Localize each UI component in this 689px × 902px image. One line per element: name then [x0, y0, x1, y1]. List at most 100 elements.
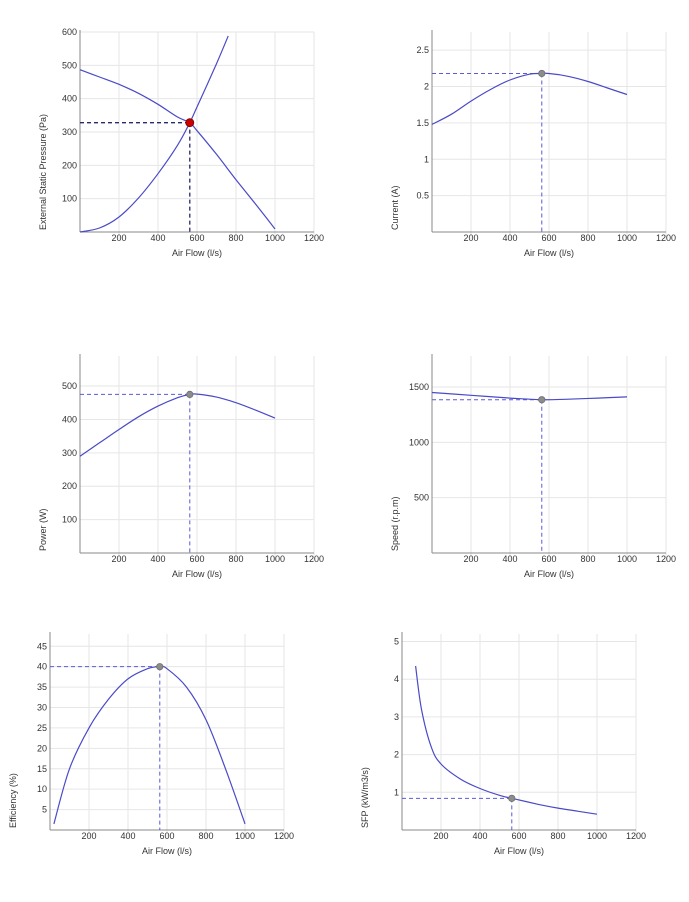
x-tick-label: 1000: [265, 233, 285, 243]
y-tick-label: 30: [37, 703, 47, 713]
pressure-curve-2: [79, 35, 229, 233]
speed-grid: [432, 356, 667, 561]
y-axis-label: External Static Pressure (Pa): [38, 114, 48, 230]
y-tick-label: 200: [62, 481, 77, 491]
y-tick-label: 400: [62, 414, 77, 424]
y-tick-label: 1.5: [416, 118, 429, 128]
y-tick-label: 500: [62, 381, 77, 391]
operating-point: [185, 118, 195, 128]
x-tick-label: 1200: [304, 554, 324, 564]
y-tick-label: 2: [424, 82, 429, 92]
y-tick-label: 300: [62, 127, 77, 137]
x-axis-label: Air Flow (l/s): [494, 846, 544, 856]
x-tick-label: 200: [111, 233, 126, 243]
power-curve-1: [79, 393, 276, 457]
y-tick-label: 1000: [409, 437, 429, 447]
x-tick-label: 600: [541, 554, 556, 564]
x-tick-label: 400: [150, 554, 165, 564]
x-tick-label: 1200: [656, 554, 676, 564]
y-tick-label: 400: [62, 94, 77, 104]
y-tick-label: 0.5: [416, 191, 429, 201]
x-axis-label: Air Flow (l/s): [524, 569, 574, 579]
y-tick-label: 1500: [409, 382, 429, 392]
speed-chart: 200 400 600 800 1000 1200 500 1000 1500 Air Flow …: [390, 354, 676, 579]
pressure-grid: [80, 31, 315, 240]
speed-curve-1: [431, 391, 628, 401]
current-chart: 200 400 600 800 1000 1200 0.5 1 1.5 2 2.5 Air Flow …: [390, 30, 676, 258]
x-tick-label: 600: [511, 831, 526, 841]
y-tick-label: 10: [37, 784, 47, 794]
x-tick-label: 600: [189, 554, 204, 564]
y-tick-label: 20: [37, 743, 47, 753]
x-tick-label: 200: [463, 554, 478, 564]
x-tick-label: 400: [120, 831, 135, 841]
y-axis-label: Power (W): [38, 508, 48, 551]
y-tick-label: 600: [62, 27, 77, 37]
y-tick-label: 300: [62, 448, 77, 458]
y-tick-label: 200: [62, 160, 77, 170]
x-tick-label: 600: [159, 831, 174, 841]
operating-point: [186, 390, 194, 398]
operating-point: [156, 663, 164, 671]
x-tick-label: 400: [150, 233, 165, 243]
y-tick-label: 5: [394, 637, 399, 647]
pressure-chart: 200 400 600 800 1000 1200 100 200 300 400 500 600 Ai…: [38, 27, 324, 258]
x-tick-label: 600: [189, 233, 204, 243]
power-grid: [80, 356, 315, 561]
y-tick-label: 25: [37, 723, 47, 733]
y-tick-label: 1: [424, 154, 429, 164]
x-tick-label: 800: [228, 233, 243, 243]
y-tick-label: 40: [37, 662, 47, 672]
sfp-grid: [402, 634, 637, 838]
x-tick-label: 1000: [587, 831, 607, 841]
y-axis-label: SFP (kW/m3/s): [360, 767, 370, 828]
y-tick-label: 100: [62, 194, 77, 204]
x-tick-label: 800: [228, 554, 243, 564]
x-tick-label: 200: [111, 554, 126, 564]
power-chart: 200 400 600 800 1000 1200 100 200 300 400 500 Air F…: [38, 354, 324, 579]
x-tick-label: 800: [580, 554, 595, 564]
sfp-chart: 200 400 600 800 1000 1200 1 2 3 4 5 Air Flow (l/s) S…: [360, 632, 646, 856]
y-tick-label: 2: [394, 750, 399, 760]
x-axis-label: Air Flow (l/s): [172, 248, 222, 258]
x-tick-label: 400: [472, 831, 487, 841]
operating-point: [538, 69, 546, 78]
x-tick-label: 1000: [617, 554, 637, 564]
y-tick-label: 2.5: [416, 45, 429, 55]
x-tick-label: 200: [81, 831, 96, 841]
y-tick-label: 1: [394, 787, 399, 797]
x-axis-label: Air Flow (l/s): [172, 569, 222, 579]
y-axis-label: Current (A): [390, 185, 400, 230]
x-tick-label: 1200: [656, 233, 676, 243]
x-tick-label: 1000: [235, 831, 255, 841]
x-tick-label: 400: [502, 554, 517, 564]
y-tick-label: 100: [62, 515, 77, 525]
y-tick-label: 500: [62, 60, 77, 70]
x-axis-label: Air Flow (l/s): [524, 248, 574, 258]
x-tick-label: 1200: [626, 831, 646, 841]
y-tick-label: 500: [414, 493, 429, 503]
current-grid: [432, 32, 667, 240]
x-tick-label: 600: [541, 233, 556, 243]
x-tick-label: 1200: [304, 233, 324, 243]
y-tick-label: 4: [394, 674, 399, 684]
x-tick-label: 1000: [617, 233, 637, 243]
y-tick-label: 45: [37, 641, 47, 651]
x-tick-label: 200: [433, 831, 448, 841]
x-tick-label: 400: [502, 233, 517, 243]
operating-point: [538, 396, 546, 404]
y-tick-label: 3: [394, 712, 399, 722]
pressure-curve-1: [79, 69, 276, 230]
y-axis-label: Efficiency (%): [8, 773, 18, 828]
x-tick-label: 800: [580, 233, 595, 243]
x-tick-label: 800: [198, 831, 213, 841]
current-curve-1: [431, 72, 628, 125]
x-tick-label: 1200: [274, 831, 294, 841]
efficiency-curve-1: [53, 665, 246, 825]
x-axis-label: Air Flow (l/s): [142, 846, 192, 856]
y-tick-label: 15: [37, 764, 47, 774]
efficiency-chart: 200 400 600 800 1000 1200 5 10 15 20 25 30 35 40 45 Air…: [8, 632, 294, 856]
sfp-curve-1: [415, 665, 598, 815]
y-tick-label: 5: [42, 805, 47, 815]
